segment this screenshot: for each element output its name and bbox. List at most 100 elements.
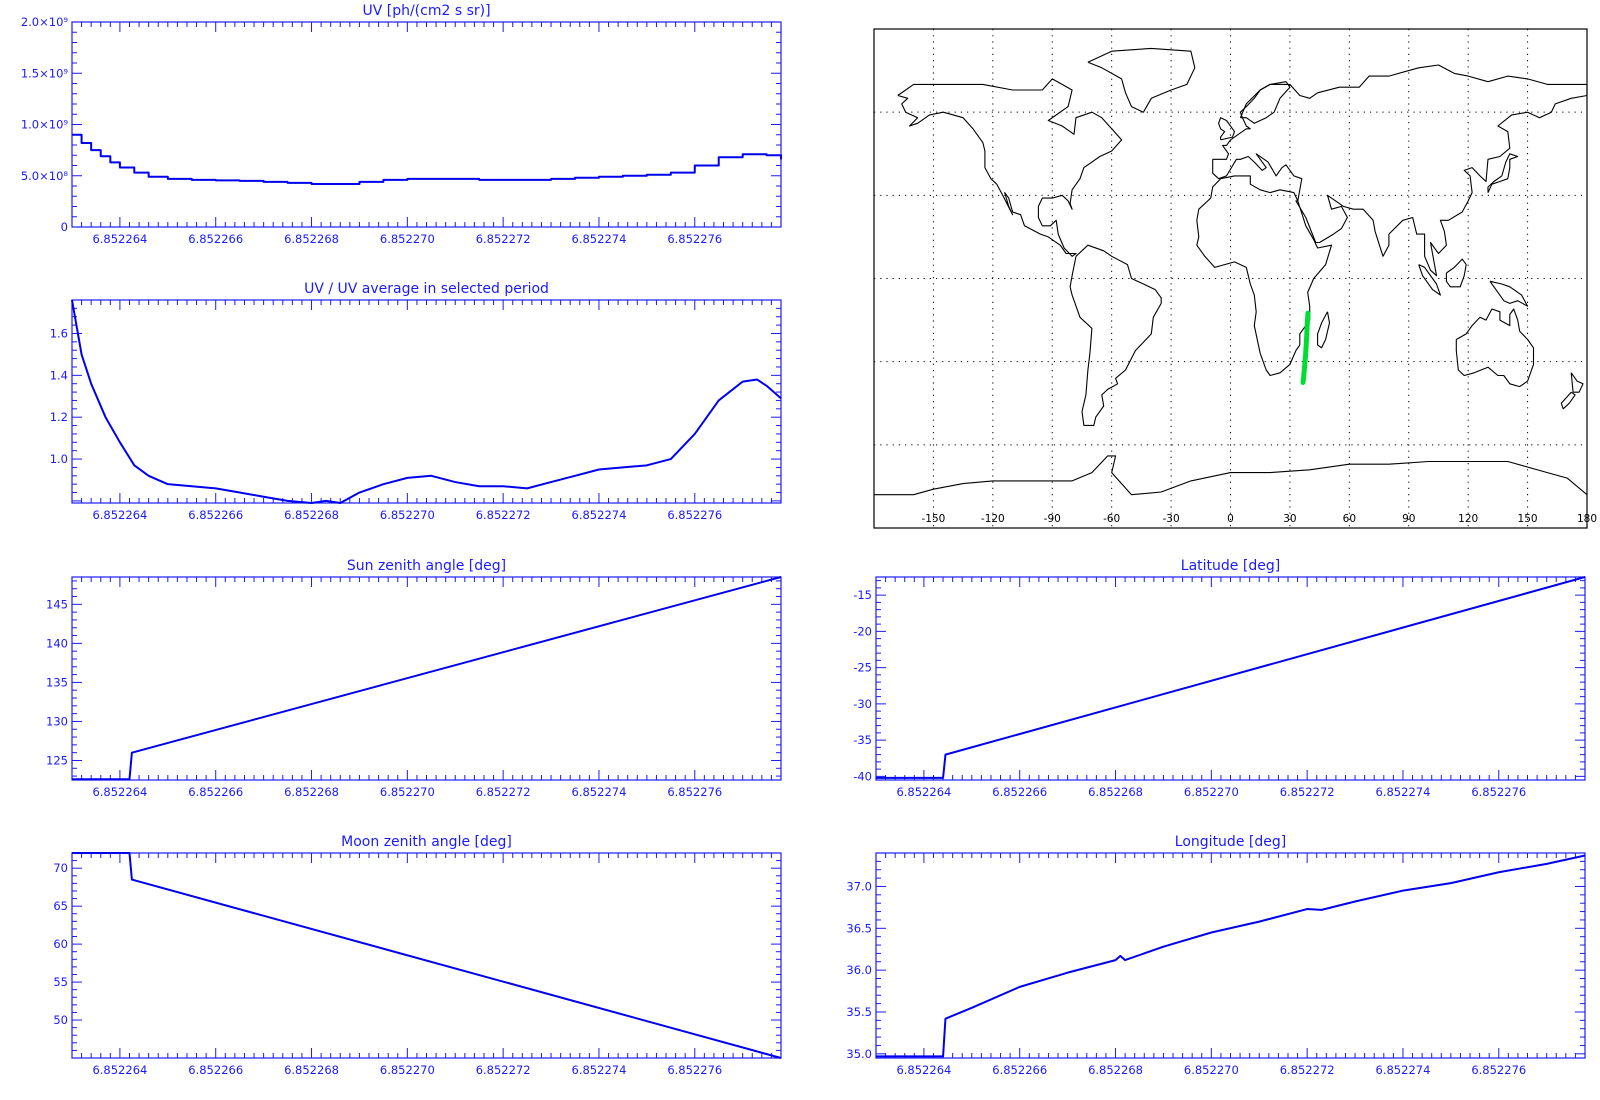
x-tick-label: 6.852266 [188,1063,243,1077]
y-tick-label: 145 [46,597,68,611]
x-tick-label: 6.852266 [188,785,243,799]
x-tick-label: 6.852266 [992,785,1047,799]
coastline [1487,153,1519,193]
coastline [1560,391,1576,410]
y-tick-label: 37.0 [846,879,872,893]
coastline [1069,244,1162,426]
coastline [1445,258,1467,288]
map-lon-label: 120 [1458,513,1478,525]
map-lon-label: 60 [1343,513,1356,525]
x-tick-label: 6.852276 [667,232,722,246]
x-tick-label: 6.852272 [1280,1063,1335,1077]
x-tick-label: 6.852276 [1471,1063,1526,1077]
plot-frame [71,299,782,504]
map-lon-label: 150 [1518,513,1538,525]
x-tick-label: 6.852276 [667,785,722,799]
coastline [1455,308,1535,388]
x-tick-label: 6.852272 [476,785,531,799]
y-tick-label: 140 [46,636,68,650]
coastline [1212,64,1588,277]
x-tick-label: 6.852268 [1088,785,1143,799]
x-tick-label: 6.852268 [1088,1063,1143,1077]
coastline [1570,372,1584,393]
x-tick-label: 6.852276 [667,1063,722,1077]
x-tick-label: 6.852268 [284,785,339,799]
map-lon-label: -90 [1044,513,1061,525]
chart-title: Moon zenith angle [deg] [341,834,512,850]
x-tick-label: 6.852272 [476,508,531,522]
y-tick-label: 1.2 [50,410,68,424]
x-tick-label: 6.852264 [896,785,951,799]
y-tick-label: 125 [46,753,68,767]
y-tick-label: 60 [53,937,68,951]
y-tick-label: -15 [853,588,872,602]
x-tick-label: 6.852274 [572,785,627,799]
series-line-lon [876,854,1586,1058]
x-tick-label: 6.852268 [284,508,339,522]
y-tick-label: 35.0 [846,1047,872,1061]
coastline [874,455,1588,496]
x-tick-label: 6.852266 [188,232,243,246]
x-tick-label: 6.852266 [992,1063,1047,1077]
plot-frame [71,21,782,228]
y-tick-label: -30 [853,697,872,711]
x-tick-label: 6.852272 [476,232,531,246]
map-lon-label: -150 [921,513,945,525]
coastline [897,78,1123,257]
series-line-mza [72,852,782,1059]
y-tick-label: 50 [53,1013,68,1027]
y-tick-label: 130 [46,714,68,728]
map-lon-label: 0 [1227,513,1234,525]
map-lon-label: -120 [981,513,1005,525]
x-tick-label: 6.852274 [572,232,627,246]
y-tick-label: 35.5 [846,1005,872,1019]
y-tick-label: -35 [853,733,872,747]
x-tick-label: 6.852274 [1376,1063,1431,1077]
x-tick-label: 6.852264 [92,508,147,522]
y-tick-label: 65 [53,899,68,913]
x-tick-label: 6.852270 [380,785,435,799]
x-tick-label: 6.852272 [476,1063,531,1077]
y-tick-label: -25 [853,661,872,675]
series-line-lat [876,576,1586,779]
y-tick-label: 1.6 [50,326,68,340]
x-tick-label: 6.852272 [1280,785,1335,799]
y-tick-label: 2.0×10⁹ [21,15,69,29]
x-tick-label: 6.852264 [896,1063,951,1077]
chart-title: Longitude [deg] [1175,834,1286,850]
coastline [1418,264,1441,296]
chart-title: UV / UV average in selected period [304,281,549,297]
x-tick-label: 6.852276 [1471,785,1526,799]
x-tick-label: 6.852276 [667,508,722,522]
y-tick-label: 5.0×10⁸ [21,169,69,183]
coastline [1087,47,1196,113]
x-tick-label: 6.852270 [1184,785,1239,799]
x-tick-label: 6.852264 [92,785,147,799]
x-tick-label: 6.852264 [92,1063,147,1077]
y-tick-label: 135 [46,675,68,689]
plot-frame [875,852,1586,1059]
map-lon-label: 30 [1283,513,1296,525]
world-map: -150 -120 -90 -60 -30 0 30 60 90 120 150 180 [873,28,1597,529]
y-tick-label: 1.4 [50,368,68,382]
coastline [1218,117,1236,141]
map-lon-label: 90 [1402,513,1415,525]
y-tick-label: 1.0 [50,452,68,466]
map-lon-label: -60 [1103,513,1120,525]
chart-title: Latitude [deg] [1181,558,1280,574]
y-tick-label: 36.0 [846,963,872,977]
series-line-uv [72,133,782,185]
map-lon-label: -30 [1163,513,1180,525]
chart-ratio: UV / UV average in selected period 6.8522… [50,281,782,522]
satellite-track [1300,310,1311,385]
series-line-sza [72,576,782,781]
x-tick-label: 6.852274 [1376,785,1431,799]
chart-title: Sun zenith angle [deg] [347,558,506,574]
map-lon-label: 180 [1577,513,1597,525]
x-tick-label: 6.852266 [188,508,243,522]
x-tick-label: 6.852274 [572,508,627,522]
y-tick-label: 1.5×10⁹ [21,66,69,80]
chart-sza: Sun zenith angle [deg] 6.852264 6.852266 6.… [46,558,782,799]
y-tick-label: 1.0×10⁹ [21,118,69,132]
